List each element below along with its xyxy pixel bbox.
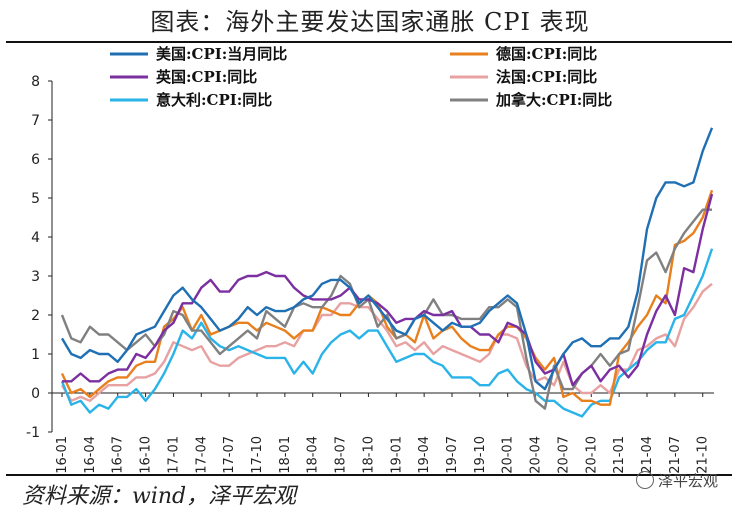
y-tick-label: 4	[31, 230, 40, 246]
x-tick-label: 2019-01	[389, 436, 404, 474]
series-line-1	[60, 189, 714, 406]
x-tick-label: 2016-10	[139, 436, 154, 474]
series-line-2	[62, 193, 714, 387]
x-tick-label: 2018-10	[361, 436, 376, 474]
legend-label-1: 德国:CPI:同比	[496, 45, 597, 63]
cpi-line-chart: -1 0 1 2 3 4 5 6 7 8 2016-01 2016-04 2016-07 2016-10 2…	[26, 45, 714, 474]
x-tick-label: 2016-07	[111, 436, 126, 474]
wechat-icon	[635, 471, 654, 489]
x-tick-label: 2016-01	[55, 436, 70, 474]
source-note: 资料来源：wind，泽平宏观	[22, 484, 297, 509]
x-tick-label: 2018-07	[334, 436, 349, 474]
chart-title: 图表：海外主要发达国家通胀 CPI 表现	[150, 8, 590, 36]
x-tick-label: 2021-10	[696, 436, 711, 474]
x-tick-label: 2019-10	[473, 436, 488, 474]
y-tick-label: 7	[31, 113, 40, 129]
x-tick-label: 2017-10	[250, 436, 265, 474]
x-tick-label: 2019-04	[417, 436, 432, 474]
x-tick-label: 2019-07	[445, 436, 460, 474]
legend-label-5: 加拿大:CPI:同比	[495, 91, 612, 109]
x-tick-label: 2017-07	[222, 436, 237, 474]
x-tick-label: 2016-04	[83, 436, 98, 474]
x-tick-label: 2017-01	[166, 436, 181, 474]
legend-label-0: 美国:CPI:当月同比	[156, 45, 287, 63]
legend-label-3: 法国:CPI:同比	[496, 68, 597, 86]
y-tick-label: 0	[31, 386, 40, 402]
x-tick-label: 2018-04	[306, 436, 321, 474]
y-tick-label: 1	[31, 347, 40, 363]
series-line-4	[60, 248, 714, 418]
series-line-0	[60, 127, 714, 391]
legend-label-2: 英国:CPI:同比	[156, 68, 257, 86]
x-tick-label: 2020-07	[556, 436, 571, 474]
legend-label-4: 意大利:CPI:同比	[156, 91, 272, 109]
top-rule	[6, 41, 732, 43]
x-tick-label: 2020-10	[584, 436, 599, 474]
watermark-text: 泽平宏观	[657, 472, 718, 490]
bottom-rule	[6, 474, 732, 476]
series-line-5	[60, 208, 712, 410]
x-tick-label: 2021-04	[640, 436, 655, 474]
x-tick-label: 2018-01	[278, 436, 293, 474]
watermark: 泽平宏观	[635, 470, 718, 491]
series-line-3	[60, 282, 713, 402]
y-tick-label: 8	[31, 74, 40, 90]
series-lines	[60, 127, 714, 418]
y-tick-label: 6	[31, 152, 40, 168]
axes: -1 0 1 2 3 4 5 6 7 8 2016-01 2016-04 2016-07 2016-10 2…	[26, 74, 714, 474]
x-tick-label: 2020-01	[501, 436, 516, 474]
x-tick-label: 2021-01	[612, 436, 627, 474]
x-tick-label: 2017-04	[194, 436, 209, 474]
x-tick-label: 2020-04	[529, 436, 544, 474]
x-tick-label: 2021-07	[668, 436, 683, 474]
y-tick-label: 2	[31, 308, 40, 324]
y-tick-label: 3	[31, 269, 40, 285]
y-tick-label: 5	[31, 191, 40, 207]
y-tick-label: -1	[26, 425, 40, 441]
